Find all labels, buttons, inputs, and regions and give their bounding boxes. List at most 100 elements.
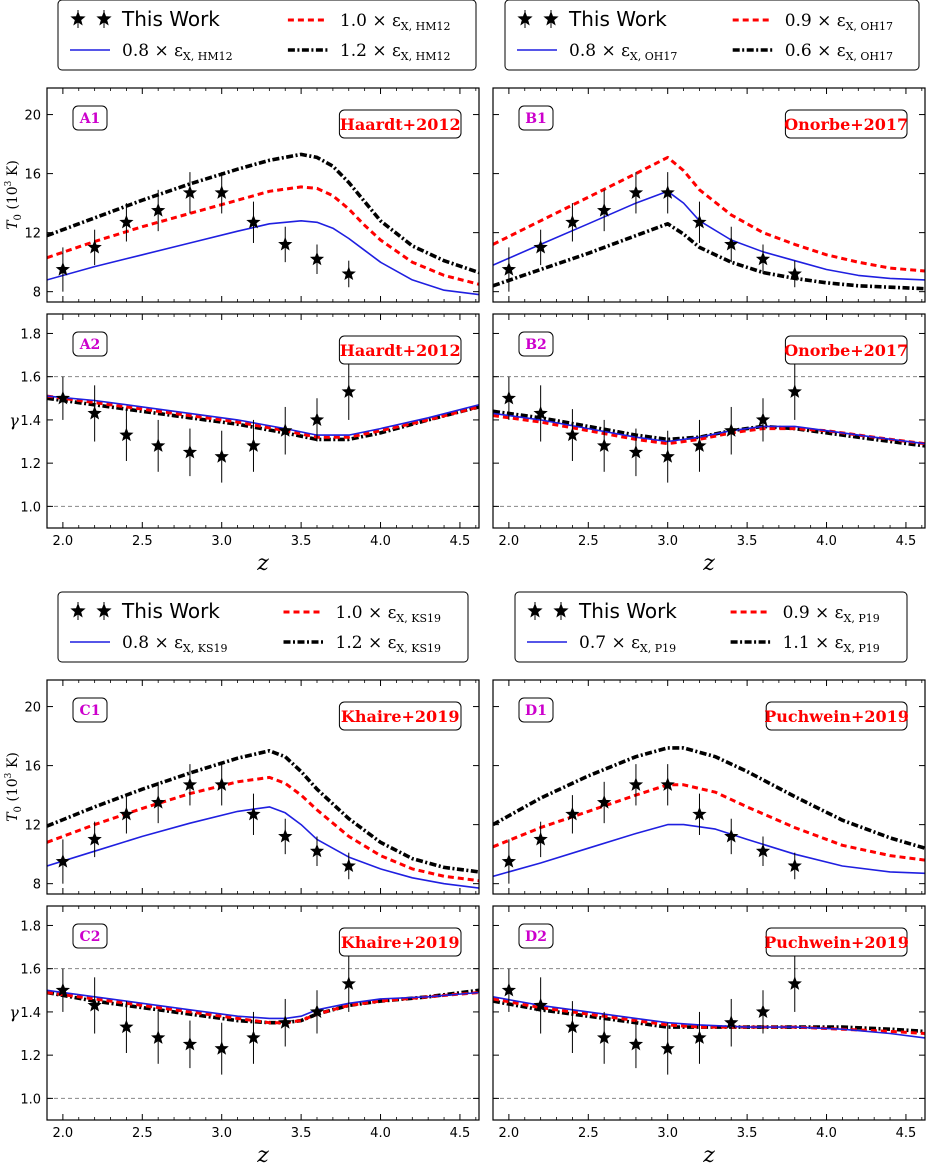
- data-point-star: [214, 777, 229, 791]
- y-axis-label: T0 (103 K): [4, 752, 24, 822]
- legend-star-marker: [517, 11, 533, 26]
- y-axis-label-sub: 0: [13, 214, 24, 220]
- x-tick-label: 4.5: [450, 534, 471, 549]
- panel-id-label: A1: [79, 111, 101, 127]
- dataset-tag-label: Haardt+2012: [340, 115, 461, 134]
- dataset-tag-badge: [338, 927, 462, 957]
- data-point-star: [214, 449, 229, 463]
- series-line-blue-solid: [493, 190, 925, 281]
- x-tick-label: 3.0: [211, 534, 232, 549]
- data-point-star: [309, 843, 325, 858]
- data-point-star: [724, 423, 739, 437]
- data-point-star: [660, 449, 675, 463]
- panel-id-label: B1: [525, 111, 547, 127]
- data-point-star: [533, 239, 548, 254]
- legend-star-marker: [96, 603, 112, 618]
- dataset-tag-label: Haardt+2012: [340, 341, 461, 360]
- dataset-tag-label: Puchwein+2019: [764, 933, 909, 952]
- x-tick-label: 3.5: [737, 534, 758, 549]
- data-point-star: [246, 438, 261, 452]
- data-point-star: [787, 384, 802, 398]
- data-point-star: [55, 854, 70, 868]
- data-point-star: [309, 1004, 325, 1018]
- dataset-tag-label: Onorbe+2017: [784, 341, 908, 360]
- data-point-star: [565, 214, 580, 229]
- data-point-star: [214, 185, 229, 199]
- data-point-star: [151, 795, 166, 809]
- legend-star-marker: [70, 11, 86, 26]
- data-point-star: [55, 262, 70, 276]
- panel-frame: [46, 87, 480, 303]
- legend-star-marker: [96, 11, 112, 26]
- data-point-star: [278, 236, 293, 251]
- panel-A1: 8 12 16 20 T0 (103 K) A1 Haardt+2012: [4, 87, 480, 303]
- data-point-star: [787, 976, 802, 990]
- plot-area: [47, 363, 479, 507]
- series-line-blue-solid: [493, 412, 925, 445]
- series-line-red-dash: [493, 783, 925, 862]
- data-point-star: [246, 1030, 261, 1044]
- legend-star-marker: [527, 603, 543, 618]
- data-point-star: [309, 251, 325, 266]
- x-tick-label: 3.0: [657, 1126, 678, 1141]
- data-point-star: [151, 1030, 166, 1044]
- data-point-star: [724, 828, 739, 843]
- x-tick-label: 3.5: [737, 1126, 758, 1141]
- panel-id-badge: [72, 923, 108, 949]
- x-tick-label: 4.0: [816, 1126, 837, 1141]
- x-tick-label: 2.5: [132, 534, 153, 549]
- x-tick-label: 4.5: [896, 1126, 917, 1141]
- legend-label-subscript: X, KS19: [396, 642, 441, 655]
- data-point-star: [787, 266, 802, 280]
- y-axis-label-sub: 0: [13, 806, 24, 812]
- panel-id-label: C2: [80, 929, 101, 945]
- panel-id-badge: [518, 105, 554, 131]
- data-point-star: [341, 266, 356, 280]
- legend-label-subscript: X, HM12: [183, 50, 233, 63]
- plot-area: [47, 955, 479, 1099]
- panel-frame: [492, 905, 926, 1121]
- data-point-star: [692, 806, 707, 821]
- y-tick-label: 1.6: [20, 371, 41, 386]
- panel-D2: 2.0 2.5 3.0 3.5 4.0 4.5 D2 Puchwein+2019: [492, 905, 926, 1141]
- series-line-black-dashdot: [47, 749, 479, 874]
- data-point-star: [533, 831, 548, 846]
- data-point-star: [341, 858, 356, 872]
- dataset-tag-badge: [338, 109, 462, 139]
- y-tick-label: 20: [24, 109, 41, 124]
- panel-id-badge: [72, 331, 108, 357]
- x-tick-label: 2.5: [132, 1126, 153, 1141]
- data-point-star: [501, 390, 516, 405]
- panel-B1: B1 Onorbe+2017: [492, 87, 926, 303]
- legend-label-this-work: This Work: [121, 7, 220, 31]
- legend-frame: [57, 591, 469, 663]
- y-tick-label: 1.8: [20, 327, 41, 342]
- series-line-blue-solid: [47, 220, 479, 296]
- legend-star-marker: [70, 603, 86, 618]
- x-tick-label: 3.0: [657, 534, 678, 549]
- plot-area: [493, 155, 925, 292]
- y-tick-label: 1.4: [20, 1006, 41, 1021]
- y-axis-label-exp: 3: [4, 772, 14, 778]
- data-point-star: [628, 444, 644, 459]
- legend-label-subscript: X, KS19: [396, 612, 441, 625]
- x-tick-label: 2.0: [53, 534, 74, 549]
- data-point-star: [246, 214, 261, 229]
- data-point-star: [692, 1030, 707, 1044]
- y-axis-label-units: (10: [5, 186, 21, 214]
- panel-C2: 2.0 2.5 3.0 3.5 4.0 4.5 1.0 1.2 1.4 1.6 1.8 γ C2 Khai…: [9, 905, 480, 1141]
- y-tick-label: 1.2: [20, 1049, 41, 1064]
- panel-id-badge: [72, 105, 108, 131]
- series-line-red-dash: [493, 155, 925, 273]
- x-tick-label: 4.0: [370, 534, 391, 549]
- panel-id-badge: [518, 697, 554, 723]
- data-point-star: [755, 1004, 771, 1018]
- x-tick-label: 2.5: [578, 534, 599, 549]
- dataset-tag-label: Onorbe+2017: [784, 115, 908, 134]
- x-tick-label: 3.5: [291, 1126, 312, 1141]
- data-point-star: [214, 1041, 229, 1055]
- data-point-star: [533, 405, 548, 420]
- panel-id-label: B2: [525, 337, 547, 353]
